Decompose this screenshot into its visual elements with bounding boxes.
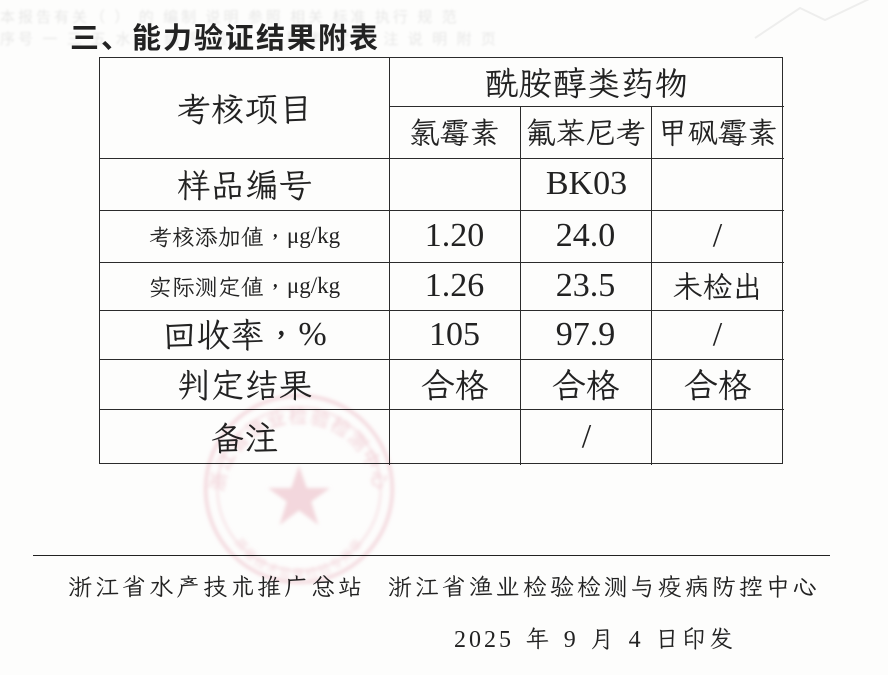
svg-text:质量技术监督检验专用章: 质量技术监督检验专用章: [231, 533, 367, 582]
